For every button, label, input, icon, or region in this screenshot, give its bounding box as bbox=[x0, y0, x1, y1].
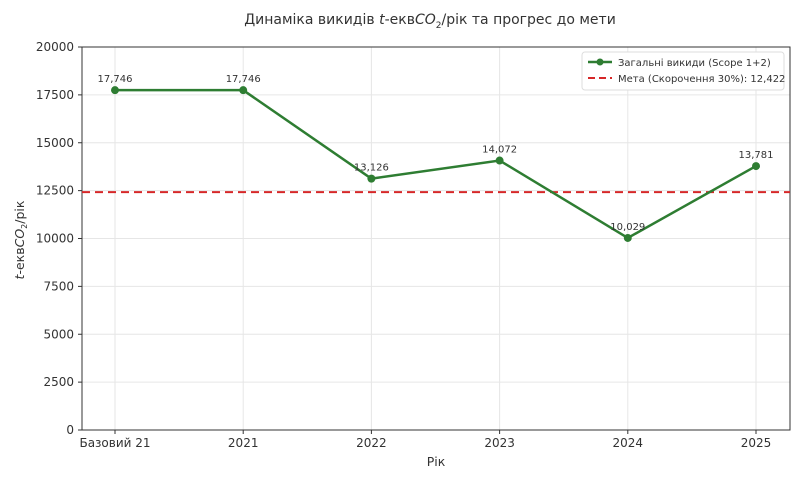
y-tick-label: 12500 bbox=[36, 184, 74, 198]
legend: Загальні викиди (Scope 1+2) Мета (Скороч… bbox=[581, 51, 785, 91]
x-tick-label: 2023 bbox=[484, 436, 515, 450]
data-point-label: 17,746 bbox=[98, 74, 133, 85]
x-tick-label: Базовий 21 bbox=[79, 436, 150, 450]
data-point-label: 13,126 bbox=[354, 163, 389, 174]
legend-target-label: Мета (Скорочення 30%): 12,422 bbox=[618, 74, 785, 85]
y-tick-label: 20000 bbox=[36, 40, 74, 54]
y-tick-label: 0 bbox=[66, 423, 74, 437]
y-tick-label: 7500 bbox=[43, 279, 74, 293]
x-tick-label: 2025 bbox=[741, 436, 772, 450]
grid-lines bbox=[82, 46, 790, 431]
data-point bbox=[111, 86, 119, 95]
x-tick-label: 2024 bbox=[613, 436, 644, 450]
y-tick-label: 17500 bbox=[36, 88, 74, 102]
x-axis-label: Рік bbox=[427, 454, 446, 469]
legend-series-marker bbox=[596, 58, 604, 66]
data-point bbox=[752, 162, 760, 171]
y-axis-ticks: 0 2500 5000 7500 10000 12500 15000 17500 20000 bbox=[36, 40, 82, 437]
data-labels: 17,746 17,746 13,126 14,072 10,029 13,781 bbox=[98, 74, 774, 233]
y-tick-label: 2500 bbox=[43, 375, 74, 389]
total-emissions-line bbox=[115, 88, 757, 240]
data-point bbox=[495, 156, 504, 165]
data-point bbox=[623, 233, 632, 242]
y-tick-label: 10000 bbox=[36, 232, 74, 246]
data-point bbox=[239, 86, 248, 95]
y-axis-label: t-еквCO2/рік bbox=[12, 200, 29, 279]
data-point-label: 14,072 bbox=[482, 145, 517, 156]
x-tick-label: 2021 bbox=[228, 436, 259, 450]
data-point-label: 13,781 bbox=[739, 150, 774, 161]
x-tick-label: 2022 bbox=[356, 436, 387, 450]
plot-area: 0 2500 5000 7500 10000 12500 15000 17500 20000 Б… bbox=[36, 40, 791, 450]
chart-title: Динаміка викидів t-еквCO2/рік та прогрес… bbox=[244, 12, 616, 31]
data-point-label: 10,029 bbox=[610, 222, 645, 233]
data-point bbox=[367, 174, 376, 183]
x-axis-ticks: Базовий 21 2021 2022 2023 2024 2025 bbox=[79, 430, 771, 450]
data-point-label: 17,746 bbox=[226, 74, 261, 85]
y-tick-label: 15000 bbox=[36, 136, 74, 150]
legend-series-label: Загальні викиди (Scope 1+2) bbox=[618, 57, 771, 69]
y-tick-label: 5000 bbox=[43, 327, 74, 341]
data-point-markers bbox=[111, 86, 760, 242]
legend-box bbox=[581, 51, 785, 91]
